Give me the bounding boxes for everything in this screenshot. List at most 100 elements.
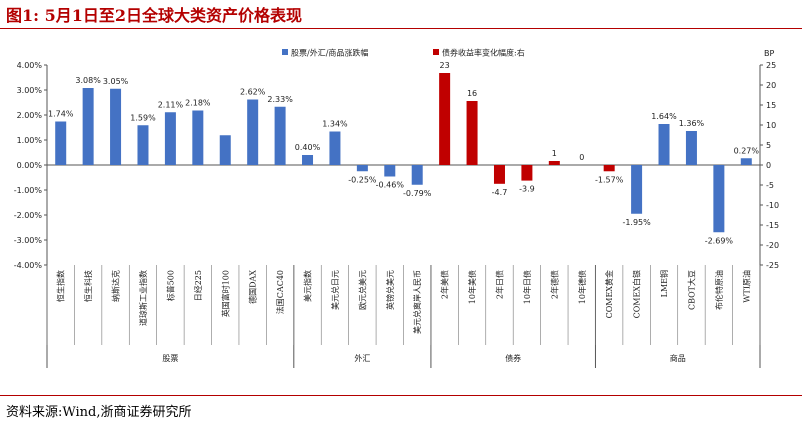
title-rule [0,28,802,29]
y-right-tick-label: -15 [766,221,779,230]
data-label-9: 2.33% [267,95,293,104]
category-label-7: 英国富时100 [220,270,230,317]
bar-13 [384,165,396,177]
bar-3 [110,88,122,165]
y-right-tick-label: 0 [766,161,771,170]
category-label-1: 恒生指数 [56,270,66,302]
category-label-9: 法国CAC40 [275,270,285,314]
bar-25 [713,165,725,233]
bar-24 [685,131,697,165]
figure-title: 图1: 5月1日至2日全球大类资产价格表现 [6,6,303,25]
data-label-13: -0.46% [376,181,405,190]
bar-7 [219,135,231,165]
category-label-14: 美元兑离岸人民币 [412,270,422,334]
y-right-unit: BP [764,49,774,58]
y-right-tick-label: 5 [766,141,771,150]
category-label-22: COMEX白银 [632,270,642,318]
source-note: 资料来源:Wind,浙商证券研究所 [6,405,192,420]
data-label-21: -1.57% [595,175,624,184]
data-label-16: 16 [467,89,477,98]
group-label: 外汇 [354,353,370,363]
data-label-4: 1.59% [130,113,156,122]
bar-1 [55,121,67,165]
data-label-14: -0.79% [403,189,432,198]
category-label-3: 纳斯达克 [111,270,121,302]
data-label-25: -2.69% [705,236,734,245]
bar-chart: 4.00% 3.00% 2.00% 1.00% 0.00% -1.00% -2.00% -3.… [14,48,779,368]
y-right-tick-label: 15 [766,101,776,110]
y-left-tick-label: -1.00% [14,186,43,195]
group-label: 股票 [162,354,178,363]
data-label-24: 1.36% [679,119,705,128]
category-label-15: 2年美债 [440,270,450,299]
bar-19 [548,161,560,165]
y-right-tick-label: 25 [766,61,776,70]
category-label-8: 德国DAX [248,270,258,304]
category-label-19: 2年德债 [549,270,559,299]
data-label-6: 2.18% [185,99,211,108]
bar-18 [521,165,533,181]
data-label-19: 1 [552,149,557,158]
category-label-13: 英镑兑美元 [385,270,395,310]
y-left-tick-label: 4.00% [17,61,43,70]
category-label-2: 恒生科技 [83,270,93,302]
category-label-26: WTI原油 [741,270,751,303]
bar-5 [164,112,176,165]
legend-label-left: 股票/外汇/商品涨跌幅 [291,48,368,58]
y-left-tick-label: -2.00% [14,211,43,220]
y-left-tick-label: 2.00% [17,111,43,120]
bar-15 [439,73,451,165]
bar-6 [192,110,204,165]
data-label-26: 0.27% [734,146,760,155]
bar-12 [356,165,368,172]
bar-4 [137,125,149,165]
bar-16 [466,101,478,165]
data-label-1: 1.74% [48,110,74,119]
bar-26 [740,158,752,165]
y-right-tick-label: -25 [766,261,779,270]
category-label-21: COMEX黄金 [604,270,614,318]
y-right-tick-label: 20 [766,81,776,90]
group-label: 商品 [670,353,686,363]
category-label-11: 美元兑日元 [330,270,340,310]
bar-21 [603,165,615,172]
bar-23 [658,124,670,165]
bar-8 [247,99,259,165]
bar-10 [302,155,314,165]
data-label-17: -4.7 [492,188,508,197]
legend-label-right: 债券收益率变化幅度:右 [442,48,525,58]
data-label-20: 0 [579,153,584,162]
data-label-15: 23 [440,61,450,70]
data-label-22: -1.95% [622,218,651,227]
data-label-11: 1.34% [322,120,348,129]
group-label: 债券 [505,353,521,363]
category-label-17: 2年日债 [494,270,504,299]
y-right-tick-label: -10 [766,201,779,210]
data-label-18: -3.9 [519,185,535,194]
y-left-tick-label: 1.00% [17,136,43,145]
category-label-6: 日经225 [193,270,203,301]
bar-2 [82,88,94,165]
bar-17 [493,165,505,184]
category-label-12: 欧元兑美元 [357,270,367,310]
data-label-3: 3.05% [103,77,129,86]
y-right-tick-label: 10 [766,121,776,130]
legend-swatch-left [282,49,288,55]
y-left-tick-label: -4.00% [14,261,43,270]
data-label-10: 0.40% [295,143,321,152]
data-label-8: 2.62% [240,88,266,97]
category-label-24: CBOT大豆 [686,270,696,310]
data-label-23: 1.64% [651,112,677,121]
legend-swatch-right [433,49,439,55]
bar-22 [631,165,643,214]
y-left-tick-label: 3.00% [17,86,43,95]
y-left-tick-label: -3.00% [14,236,43,245]
category-label-4: 道琼斯工业指数 [138,270,148,326]
bar-11 [329,131,341,165]
bottom-rule [0,395,802,396]
category-label-25: 布伦特原油 [714,270,724,310]
bar-14 [411,165,423,185]
bar-9 [274,106,286,165]
category-label-23: LME铜 [659,270,669,297]
category-label-10: 美元指数 [303,270,313,302]
